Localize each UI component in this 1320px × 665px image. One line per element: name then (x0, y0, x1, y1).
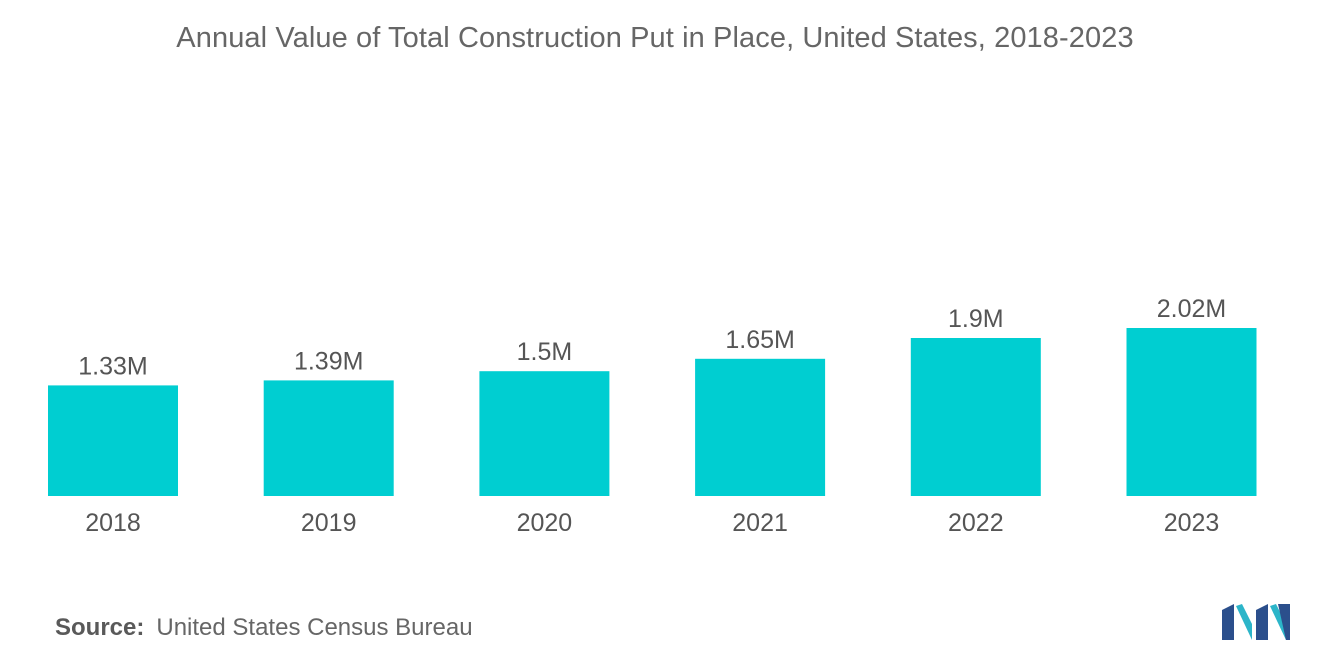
data-label-2019: 1.39M (294, 347, 363, 375)
logo-right-edge (1278, 604, 1290, 640)
data-label-2023: 2.02M (1157, 295, 1226, 323)
bar-2020 (479, 371, 610, 496)
logo-right-bar (1256, 604, 1268, 640)
bar-2018 (48, 385, 178, 496)
x-tick-label-2020: 2020 (517, 509, 573, 537)
x-tick-label-2023: 2023 (1164, 509, 1220, 537)
bar-2022 (910, 338, 1041, 496)
chart-title: Annual Value of Total Construction Put i… (176, 22, 1134, 54)
data-label-2022: 1.9M (948, 305, 1004, 333)
data-label-2021: 1.65M (725, 326, 794, 354)
data-label-2020: 1.5M (517, 338, 573, 366)
x-tick-label-2022: 2022 (948, 509, 1004, 537)
x-tick-label-2019: 2019 (301, 509, 357, 537)
logo-right-diagonal (1270, 604, 1286, 640)
brand-logo-icon (1222, 604, 1290, 640)
source-label: Source: (55, 614, 145, 641)
bar-2023 (1126, 328, 1257, 496)
source-text: United States Census Bureau (156, 614, 473, 641)
logo-left-diagonal (1236, 604, 1252, 640)
data-label-2018: 1.33M (78, 352, 147, 380)
x-tick-label-2018: 2018 (85, 509, 141, 537)
source-note: Source: United States Census Bureau (55, 614, 473, 642)
bar-2019 (263, 380, 394, 496)
bar-2021 (695, 358, 826, 496)
x-tick-label-2021: 2021 (732, 509, 788, 537)
logo-left-bar (1222, 604, 1234, 640)
